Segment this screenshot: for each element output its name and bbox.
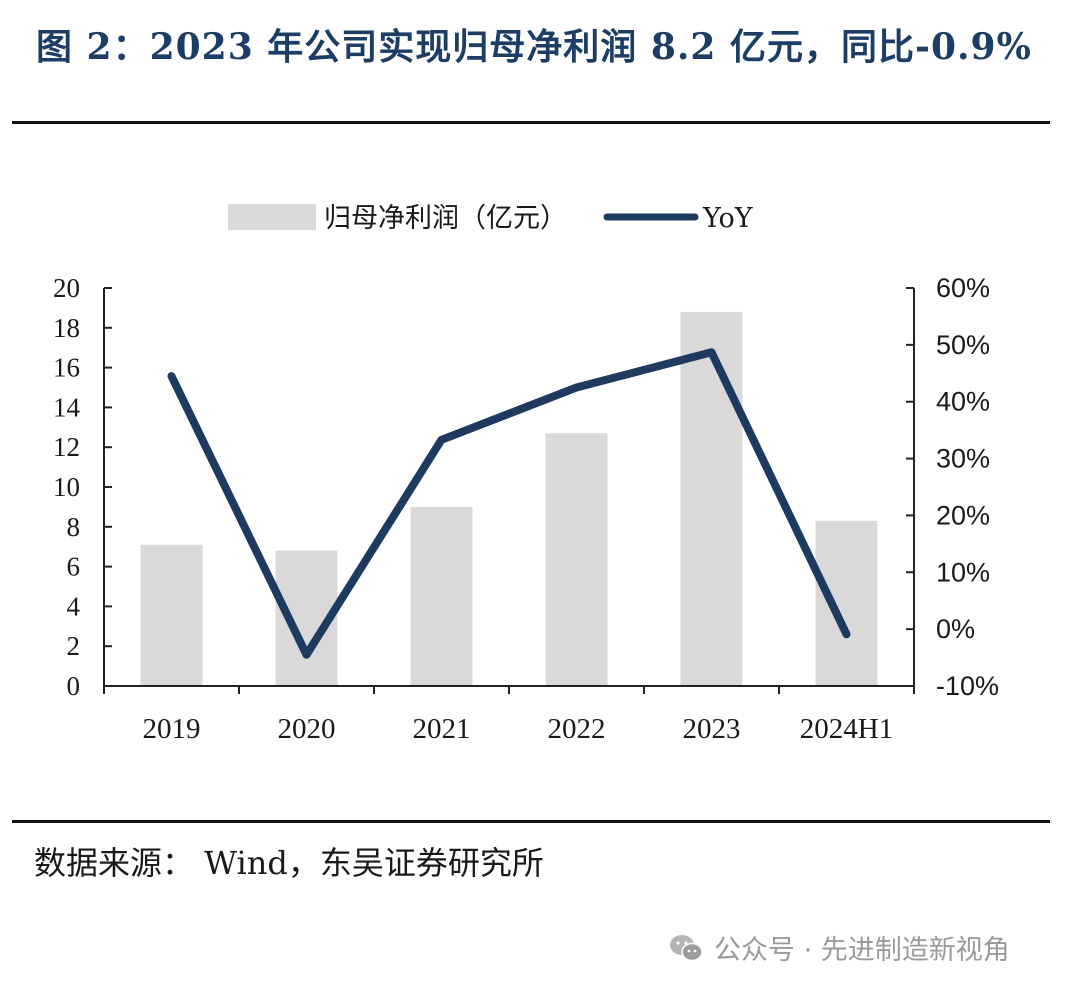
right-tick-label: 0% bbox=[936, 614, 975, 644]
left-tick-label: 16 bbox=[53, 353, 80, 383]
bar-2022 bbox=[545, 433, 608, 686]
yoy-point-2022 bbox=[573, 384, 580, 391]
legend-label-bar: 归母净利润（亿元） bbox=[324, 203, 567, 234]
left-tick-label: 20 bbox=[53, 273, 80, 303]
x-tick-label: 2023 bbox=[683, 713, 741, 745]
top-rule bbox=[12, 121, 1050, 124]
x-tick-label: 2022 bbox=[548, 713, 606, 745]
bar-2019 bbox=[140, 544, 203, 686]
right-tick-label: -10% bbox=[936, 671, 999, 701]
x-tick-label: 2024H1 bbox=[800, 713, 893, 745]
yoy-line-series bbox=[167, 348, 851, 659]
yoy-point-2019 bbox=[168, 373, 175, 380]
yoy-line bbox=[167, 348, 851, 659]
legend-bar-swatch bbox=[228, 204, 316, 230]
x-tick-label: 2021 bbox=[413, 713, 471, 745]
bottom-rule bbox=[12, 820, 1050, 823]
legend: 归母净利润（亿元） YoY bbox=[228, 203, 754, 234]
left-tick-label: 10 bbox=[53, 472, 80, 502]
x-tick-label: 2020 bbox=[278, 713, 336, 745]
right-tick-label: 60% bbox=[936, 273, 990, 303]
yoy-point-2020 bbox=[303, 651, 310, 658]
left-tick-label: 4 bbox=[67, 591, 81, 621]
left-tick-label: 0 bbox=[67, 671, 81, 701]
yoy-point-2023 bbox=[708, 349, 715, 356]
yoy-point-2024H1 bbox=[843, 631, 850, 638]
watermark: 公众号 · 先进制造新视角 bbox=[668, 928, 1010, 967]
watermark-text: 公众号 · 先进制造新视角 bbox=[714, 935, 1010, 966]
chart-title: 图 2：2023 年公司实现归母净利润 8.2 亿元，同比-0.9% bbox=[36, 26, 1032, 68]
right-tick-label: 30% bbox=[936, 444, 990, 474]
x-tick-label: 2019 bbox=[143, 713, 201, 745]
wechat-icon bbox=[670, 934, 703, 961]
axes bbox=[103, 287, 915, 694]
legend-label-line: YoY bbox=[702, 203, 754, 234]
bar-2024H1 bbox=[815, 520, 878, 686]
chart: 归母净利润（亿元） YoY 0 2 4 6 8 10 12 14 16 18 20 -10% 0% 10% 2… bbox=[53, 203, 999, 745]
left-tick-label: 6 bbox=[67, 552, 81, 582]
bar-series bbox=[140, 311, 878, 686]
bar-2023 bbox=[680, 311, 743, 686]
left-tick-label: 2 bbox=[67, 631, 81, 661]
right-tick-label: 50% bbox=[936, 330, 990, 360]
left-tick-label: 14 bbox=[53, 392, 81, 422]
left-tick-label: 18 bbox=[53, 313, 80, 343]
bar-2021 bbox=[410, 506, 473, 686]
left-tick-label: 8 bbox=[67, 512, 81, 542]
left-tick-label: 12 bbox=[53, 432, 80, 462]
right-tick-label: 20% bbox=[936, 500, 990, 530]
tick-labels: 0 2 4 6 8 10 12 14 16 18 20 -10% 0% 10% 20% 30% 40% 50% 60… bbox=[53, 273, 999, 745]
right-tick-label: 10% bbox=[936, 557, 990, 587]
right-tick-label: 40% bbox=[936, 387, 990, 417]
data-source: 数据来源： Wind，东吴证券研究所 bbox=[34, 844, 544, 882]
yoy-point-2021 bbox=[438, 436, 445, 443]
